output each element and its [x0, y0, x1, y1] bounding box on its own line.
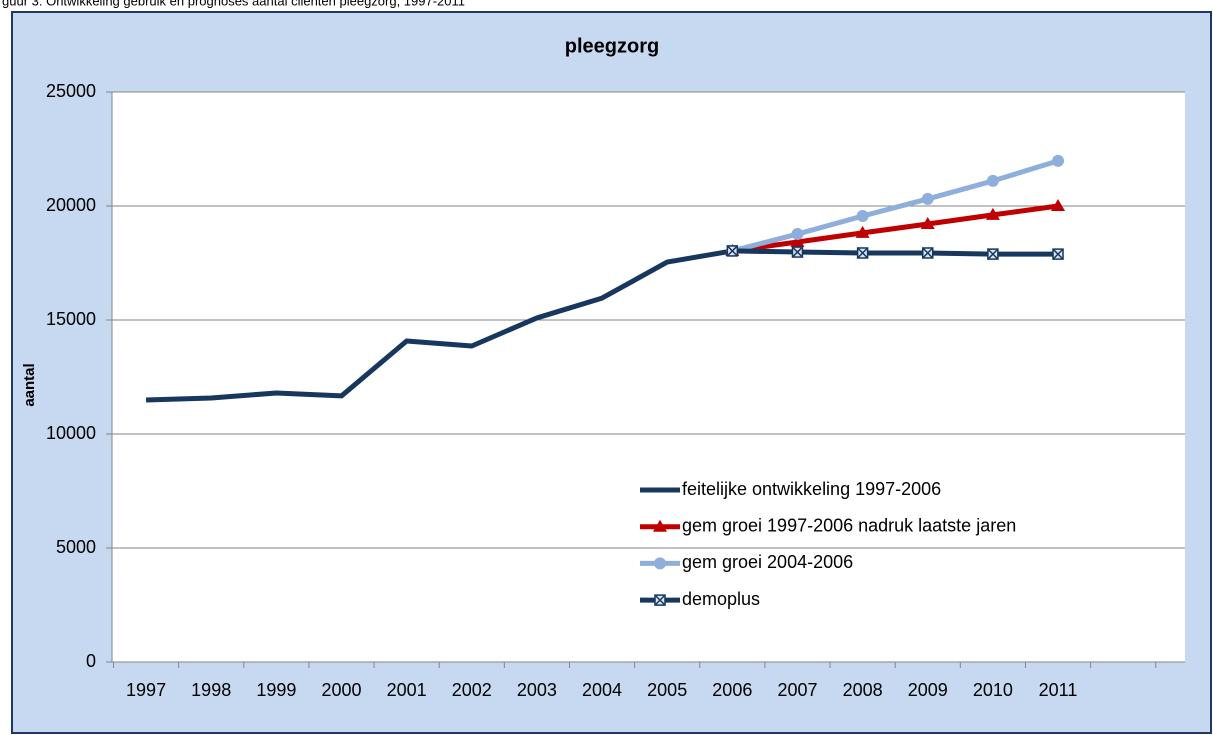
x-tick-label: 2009: [908, 680, 948, 700]
marker-cross: [791, 246, 804, 258]
plot-area: [112, 92, 1185, 662]
marker: [726, 245, 739, 257]
marker: [791, 246, 804, 258]
y-tick-label: 0: [86, 651, 96, 671]
marker: [654, 557, 666, 570]
x-tick-label: 1998: [191, 680, 231, 700]
marker: [790, 235, 805, 248]
marker: [654, 594, 666, 606]
marker-cross: [726, 245, 738, 257]
legend-label: gem groei 2004-2006: [682, 552, 853, 572]
marker: [791, 228, 804, 241]
x-tick-label: 1999: [256, 680, 296, 700]
marker: [986, 174, 999, 187]
y-tick-label: 10000: [46, 423, 96, 443]
x-tick-label: 2000: [321, 680, 361, 700]
marker: [855, 225, 870, 238]
marker: [1051, 199, 1066, 211]
marker: [920, 217, 935, 230]
y-axis-label: aantal: [21, 363, 38, 406]
marker-cross: [1052, 248, 1064, 260]
marker-cross: [987, 248, 999, 260]
x-tick-label: 2010: [973, 680, 1013, 700]
y-tick-label: 15000: [46, 309, 96, 329]
marker: [653, 519, 667, 532]
marker: [856, 210, 869, 223]
series-line: [731, 203, 1059, 254]
marker: [1052, 248, 1064, 260]
x-tick-label: 2003: [517, 680, 557, 700]
x-tick-label: 2001: [387, 680, 427, 700]
x-tick-label: 2007: [777, 680, 817, 700]
x-tick-label: 2008: [843, 680, 883, 700]
chart-title: pleegzorg: [565, 35, 659, 57]
marker: [985, 207, 1000, 220]
legend-label: feitelijke ontwikkeling 1997-2006: [682, 479, 941, 499]
legend-label: demoplus: [682, 589, 760, 609]
marker-cross: [857, 247, 869, 259]
marker-cross: [922, 247, 934, 259]
x-tick-label: 2004: [582, 680, 622, 700]
marker: [922, 247, 934, 259]
marker: [1052, 154, 1065, 167]
marker: [921, 192, 934, 205]
marker: [856, 247, 869, 259]
x-tick-label: 2002: [452, 680, 492, 700]
legend-label: gem groei 1997-2006 nadruk laatste jaren: [682, 515, 1016, 535]
marker: [987, 248, 999, 260]
x-tick-label: 2006: [712, 680, 752, 700]
y-tick-label: 25000: [46, 81, 96, 101]
y-tick-label: 20000: [46, 195, 96, 215]
series-line: [731, 158, 1059, 254]
marker-cross: [654, 594, 666, 606]
x-tick-label: 1997: [126, 680, 166, 700]
caption: guur 3: Ontwikkeling gebruik en prognose…: [2, 0, 465, 8]
x-tick-label: 2011: [1039, 680, 1078, 700]
x-tick-label: 2005: [647, 680, 687, 700]
series-line: [145, 248, 733, 403]
y-tick-label: 5000: [56, 537, 96, 557]
series-line: [732, 248, 1059, 257]
